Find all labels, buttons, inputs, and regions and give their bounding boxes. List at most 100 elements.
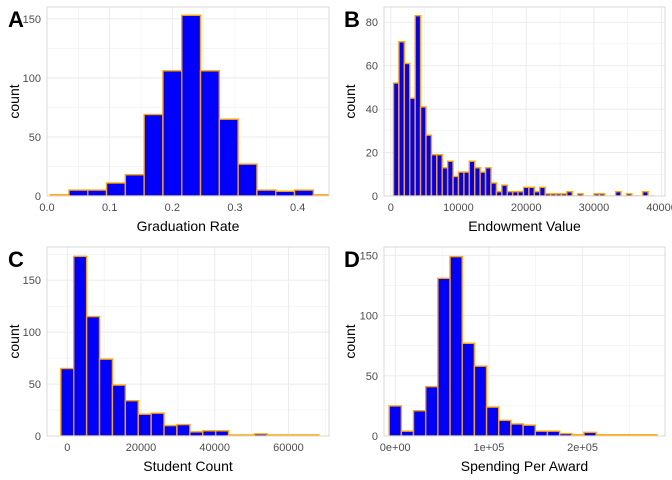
histogram-bar	[163, 424, 178, 436]
x-axis-title: Student Count	[143, 458, 233, 474]
histogram-bar	[189, 431, 204, 436]
histogram-bar	[87, 189, 108, 196]
histogram-bar	[576, 193, 584, 196]
histogram-bar	[424, 385, 439, 436]
x-axis-title: Graduation Rate	[137, 218, 240, 234]
x-tick-label: 1e+05	[473, 442, 504, 454]
panel-border	[383, 6, 666, 197]
histogram-bar	[124, 174, 145, 196]
panel-a: 0.0 0.1 0.2 0.3 0.4 0 50 100 150 Graduation Rate c…	[6, 6, 330, 234]
histogram-bar	[218, 118, 239, 196]
y-tick-label: 60	[366, 61, 378, 73]
histogram-bar	[461, 342, 476, 436]
histogram-bar	[506, 190, 514, 196]
y-tick-label: 40	[366, 104, 378, 116]
histogram-bar	[452, 175, 460, 196]
histogram-bar	[517, 190, 525, 196]
panel-border	[46, 6, 330, 197]
histogram-bar	[237, 163, 258, 196]
histogram-bar	[414, 14, 422, 196]
histogram-bar	[539, 186, 546, 196]
histogram-bar	[446, 160, 454, 196]
histogram-bar	[202, 430, 217, 436]
panel-label: B	[344, 7, 360, 32]
histogram-bar	[583, 431, 597, 436]
histogram-bar	[111, 384, 127, 436]
histogram-bar	[85, 315, 101, 436]
histogram-bar	[449, 255, 463, 436]
y-tick-label: 0	[35, 191, 41, 203]
y-tick-label: 0	[35, 431, 41, 443]
x-tick-label: 60000	[273, 442, 304, 454]
histogram-bar	[60, 367, 75, 436]
panel-label: D	[344, 247, 360, 272]
y-tick-label: 0	[372, 191, 378, 203]
y-axis-title: count	[6, 84, 22, 118]
bars	[49, 14, 329, 196]
bars	[60, 255, 320, 436]
histogram-bar	[490, 182, 498, 196]
histogram-bar	[614, 190, 622, 196]
histogram-bar	[522, 186, 530, 196]
histogram-bar	[598, 193, 606, 196]
bars	[388, 255, 658, 436]
y-tick-label: 0	[372, 431, 378, 443]
y-tick-label: 100	[23, 73, 41, 85]
y-axis-title: count	[342, 324, 358, 358]
x-tick-label: 20000	[511, 202, 542, 214]
y-tick-label: 150	[23, 14, 41, 26]
histogram-bar	[441, 167, 449, 196]
histogram-bar	[533, 190, 541, 196]
histogram-bar	[199, 70, 221, 196]
x-tick-label: 0	[388, 202, 394, 214]
x-tick-label: 0.3	[227, 202, 242, 214]
histogram-bar	[68, 189, 89, 196]
histogram-bar	[400, 430, 415, 436]
panel-b: 0 10000 20000 30000 40000 0 20 40 60 80 Endowment …	[342, 6, 672, 234]
histogram-bar	[463, 171, 471, 196]
histogram-bar	[498, 419, 512, 436]
histogram-bar	[484, 167, 492, 196]
histogram-bar	[137, 413, 152, 436]
y-tick-label: 100	[23, 327, 41, 339]
x-tick-label: 40000	[646, 202, 672, 214]
histogram-bar	[437, 277, 451, 436]
histogram-bar	[495, 190, 503, 196]
y-tick-label: 100	[360, 311, 378, 323]
histogram-bar	[392, 82, 400, 196]
histogram-bar	[457, 171, 465, 196]
histogram-bar	[566, 190, 573, 196]
histogram-bar	[425, 134, 433, 196]
histogram-bar	[293, 189, 315, 196]
x-axis-title: Spending Per Award	[461, 458, 588, 474]
y-axis-title: count	[6, 324, 22, 358]
histogram-bar	[430, 154, 438, 196]
y-tick-label: 50	[29, 379, 41, 391]
histogram-bar	[473, 365, 488, 436]
x-tick-label: 0	[64, 442, 70, 454]
histogram-bar	[176, 423, 191, 436]
y-tick-label: 50	[29, 132, 41, 144]
panel-border	[383, 246, 666, 437]
histogram-bar	[419, 106, 427, 196]
histogram-bar	[181, 14, 202, 196]
y-tick-label: 80	[366, 17, 378, 29]
x-tick-label: 2e+05	[567, 442, 598, 454]
x-tick-label: 20000	[126, 442, 157, 454]
panel-border	[46, 246, 330, 437]
panel-label: A	[8, 7, 24, 32]
histogram-bar	[98, 358, 114, 436]
histogram-bar	[150, 412, 165, 436]
x-tick-label: 0.1	[102, 202, 117, 214]
x-tick-label: 0e+00	[380, 442, 411, 454]
histogram-bar	[409, 97, 416, 196]
histogram-bar	[510, 423, 524, 436]
y-tick-label: 50	[366, 371, 378, 383]
y-tick-label: 150	[360, 250, 378, 262]
histogram-bar	[105, 182, 127, 196]
histogram-bar	[73, 255, 88, 436]
x-tick-label: 0.4	[290, 202, 305, 214]
histogram-bar	[468, 160, 476, 196]
panel-label: C	[8, 247, 24, 272]
